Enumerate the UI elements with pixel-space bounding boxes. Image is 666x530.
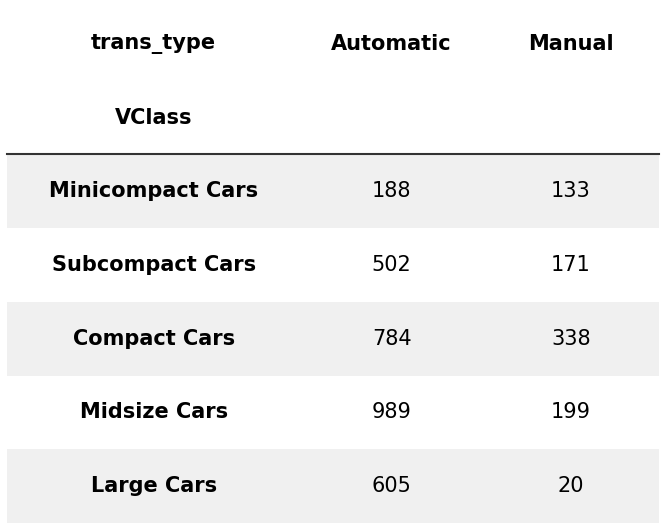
Text: 989: 989 [372, 402, 412, 422]
Text: Subcompact Cars: Subcompact Cars [51, 255, 256, 275]
Bar [7, 449, 659, 523]
Bar [7, 302, 659, 376]
Bar [7, 376, 659, 449]
Text: 20: 20 [557, 476, 584, 496]
Text: Manual: Manual [528, 34, 614, 54]
Text: Automatic: Automatic [332, 34, 452, 54]
Text: Compact Cars: Compact Cars [73, 329, 234, 349]
Text: 171: 171 [551, 255, 591, 275]
Text: Minicompact Cars: Minicompact Cars [49, 181, 258, 201]
Text: 338: 338 [551, 329, 591, 349]
Text: 502: 502 [372, 255, 412, 275]
Text: 784: 784 [372, 329, 412, 349]
Bar [7, 228, 659, 302]
Text: Midsize Cars: Midsize Cars [80, 402, 228, 422]
Text: 188: 188 [372, 181, 412, 201]
Text: 133: 133 [551, 181, 591, 201]
Text: trans_type: trans_type [91, 34, 216, 54]
Text: 605: 605 [372, 476, 412, 496]
Text: VClass: VClass [115, 108, 192, 128]
Bar [7, 154, 659, 228]
Text: 199: 199 [551, 402, 591, 422]
Text: Large Cars: Large Cars [91, 476, 216, 496]
